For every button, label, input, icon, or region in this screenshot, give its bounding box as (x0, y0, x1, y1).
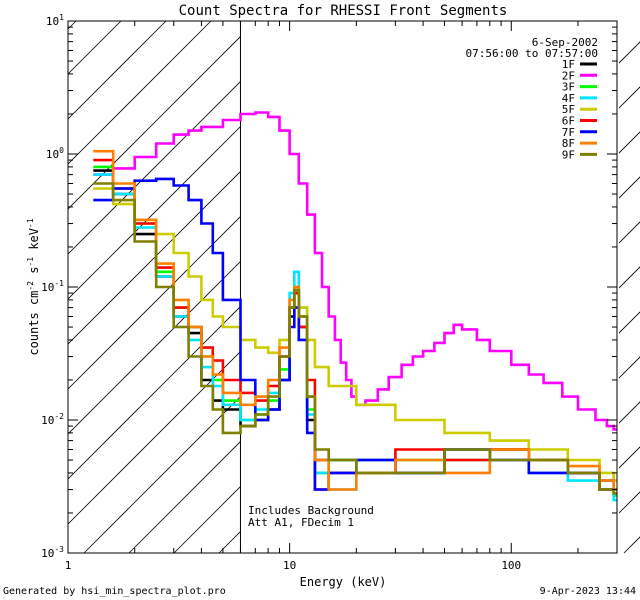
y-tick-base: 10 (41, 414, 54, 427)
x-tick-label: 10 (283, 559, 296, 572)
footer-timestamp: 9-Apr-2023 13:44 (540, 586, 636, 597)
hatch-mask (240, 19, 620, 555)
y-tick-exponent: -2 (54, 412, 64, 421)
ylabel-part-2: s (27, 267, 41, 281)
ylabel-part-1: -2 (26, 281, 35, 291)
legend-label-9F: 9F (562, 148, 575, 161)
y-tick-exponent: 1 (59, 13, 64, 22)
footer-generated-by: Generated by hsi_min_spectra_plot.pro (3, 586, 226, 597)
y-tick-label: 101 (46, 13, 64, 28)
y-tick-base: 10 (46, 15, 59, 28)
y-tick-label: 10-1 (41, 279, 64, 294)
hatch-mask-left (0, 0, 68, 600)
series-2F (93, 111, 617, 431)
y-tick-label: 10-3 (41, 545, 64, 560)
chart-title: Count Spectra for RHESSI Front Segments (179, 3, 508, 19)
y-tick-exponent: -3 (54, 545, 64, 554)
hatch-line (0, 20, 257, 278)
legend-date: 6-Sep-2002 (532, 36, 598, 49)
legend-label-7F: 7F (562, 126, 575, 139)
legend-label-5F: 5F (562, 103, 575, 116)
y-tick-base: 10 (41, 547, 54, 560)
x-tick-label: 100 (501, 559, 521, 572)
annotation-attenuator: Att A1, FDecim 1 (248, 516, 354, 529)
legend-label-6F: 6F (562, 115, 575, 128)
legend-label-8F: 8F (562, 137, 575, 150)
ylabel-part-3: -1 (26, 257, 35, 267)
spectra-series (93, 111, 617, 502)
ylabel-part-5: -1 (26, 218, 35, 228)
y-tick-base: 10 (46, 148, 59, 161)
legend-time: 07:56:00 to 07:57:00 (466, 47, 598, 60)
ylabel-part-0: counts cm (27, 291, 41, 356)
hatch-line (0, 20, 212, 233)
legend-label-3F: 3F (562, 81, 575, 94)
ylabel-part-4: keV (27, 228, 41, 257)
legend-label-4F: 4F (562, 92, 575, 105)
y-tick-label: 10-2 (41, 412, 64, 427)
legend-label-2F: 2F (562, 69, 575, 82)
y-tick-label: 100 (46, 146, 64, 161)
x-axis-label: Energy (keV) (300, 575, 387, 589)
hatch-line (0, 20, 167, 188)
y-tick-exponent: 0 (59, 146, 64, 155)
series-9F (93, 182, 617, 495)
y-tick-exponent: -1 (54, 279, 64, 288)
y-axis-label: counts cm-2 s-1 keV-1 (26, 218, 41, 355)
legend-label-1F: 1F (562, 58, 575, 71)
x-tick-label: 1 (65, 559, 72, 572)
hatch-line (533, 446, 640, 554)
y-tick-base: 10 (41, 281, 54, 294)
annotation-background: Includes Background (248, 504, 374, 517)
series-8F (93, 149, 617, 491)
